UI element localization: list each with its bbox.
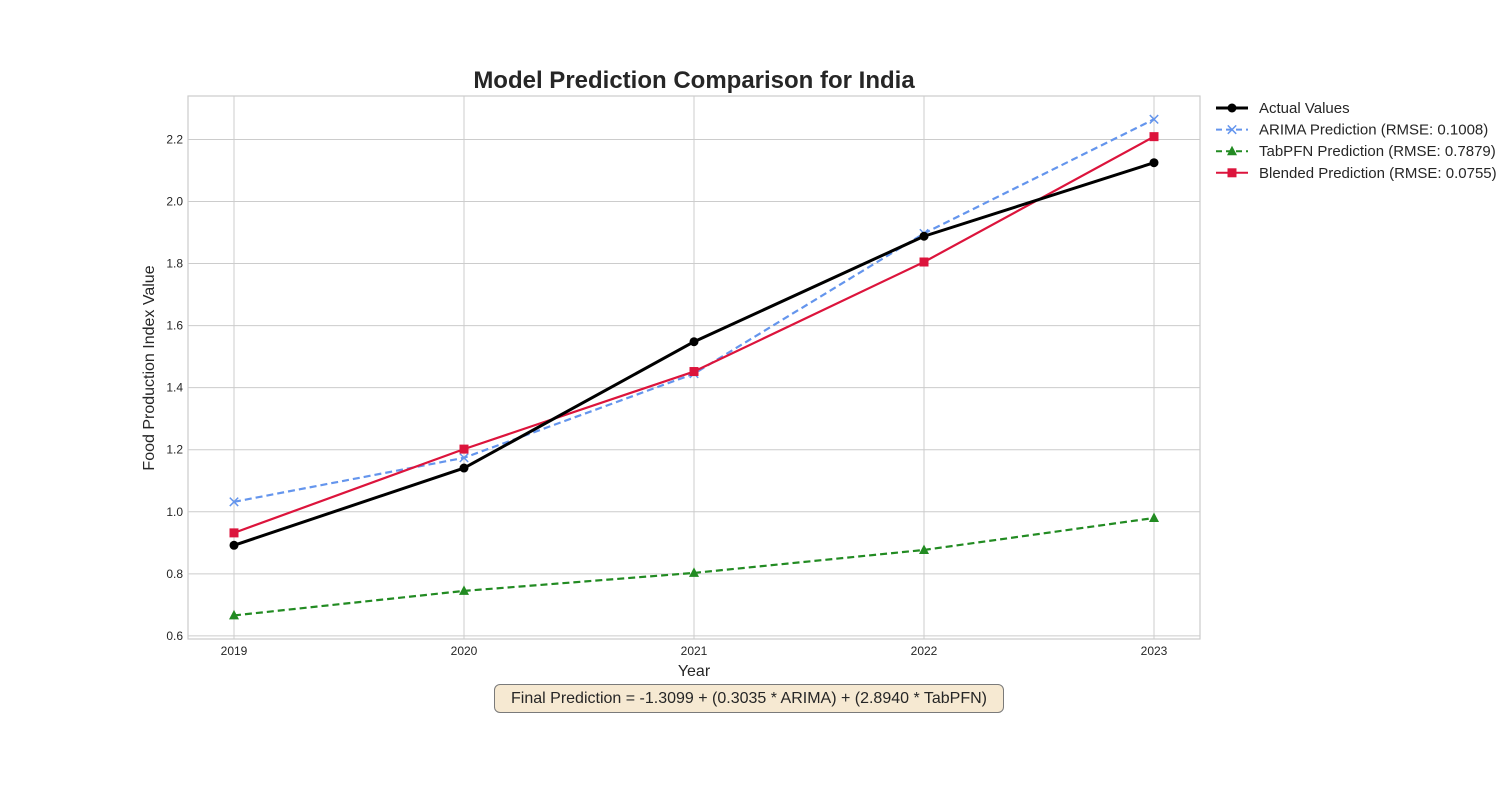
data-point <box>459 453 469 463</box>
x-tick-label: 2019 <box>221 644 248 658</box>
legend-label: TabPFN Prediction (RMSE: 0.7879) <box>1259 143 1496 160</box>
y-tick-label: 1.8 <box>166 257 183 271</box>
legend-marker <box>1227 145 1237 156</box>
legend-label: Blended Prediction (RMSE: 0.0755) <box>1259 165 1497 182</box>
y-tick-label: 0.8 <box>166 567 183 581</box>
data-point <box>459 444 469 454</box>
data-point <box>919 231 929 241</box>
y-tick-label: 1.0 <box>166 505 183 519</box>
data-point <box>229 540 239 550</box>
x-axis-label: Year <box>678 663 711 680</box>
plot-frame <box>187 95 1201 640</box>
formula-annotation: Final Prediction = -1.3099 + (0.3035 * A… <box>494 684 1004 713</box>
legend-label: Actual Values <box>1259 100 1350 117</box>
legend-marker <box>1227 168 1237 178</box>
legend: Actual Values ARIMA Prediction (RMSE: 0.1… <box>1216 100 1497 182</box>
x-tick-label: 2023 <box>1141 644 1168 658</box>
legend-marker <box>1227 103 1237 113</box>
data-point <box>689 367 699 377</box>
data-point <box>459 463 469 473</box>
x-tick-label: 2021 <box>681 644 708 658</box>
chart-title: Model Prediction Comparison for India <box>473 67 915 94</box>
data-point <box>229 528 239 538</box>
data-point <box>1149 158 1159 168</box>
data-point <box>919 544 929 554</box>
y-axis-label: Food Production Index Value <box>141 265 158 470</box>
data-point <box>1149 114 1159 125</box>
y-tick-label: 2.2 <box>166 132 183 146</box>
data-point <box>459 585 469 595</box>
y-tick-label: 2.0 <box>166 194 183 208</box>
x-tick-label: 2020 <box>451 644 478 658</box>
data-point <box>229 497 239 507</box>
data-point <box>229 609 239 620</box>
y-tick-label: 1.6 <box>166 319 183 333</box>
plot-area: 2019 2020 2021 2022 2023 0.6 0.8 1.0 1.2 1.4 1.6 1.… <box>166 95 1201 658</box>
x-tick-label: 2022 <box>911 644 938 658</box>
data-point <box>689 337 699 347</box>
y-tick-label: 1.2 <box>166 443 183 457</box>
data-point <box>689 567 699 577</box>
data-point <box>1149 132 1159 142</box>
data-point <box>919 257 929 267</box>
y-tick-label: 0.6 <box>166 629 183 643</box>
legend-label: ARIMA Prediction (RMSE: 0.1008) <box>1259 122 1488 139</box>
data-point <box>1149 512 1159 522</box>
y-tick-label: 1.4 <box>166 381 183 395</box>
legend-marker <box>1227 124 1237 135</box>
